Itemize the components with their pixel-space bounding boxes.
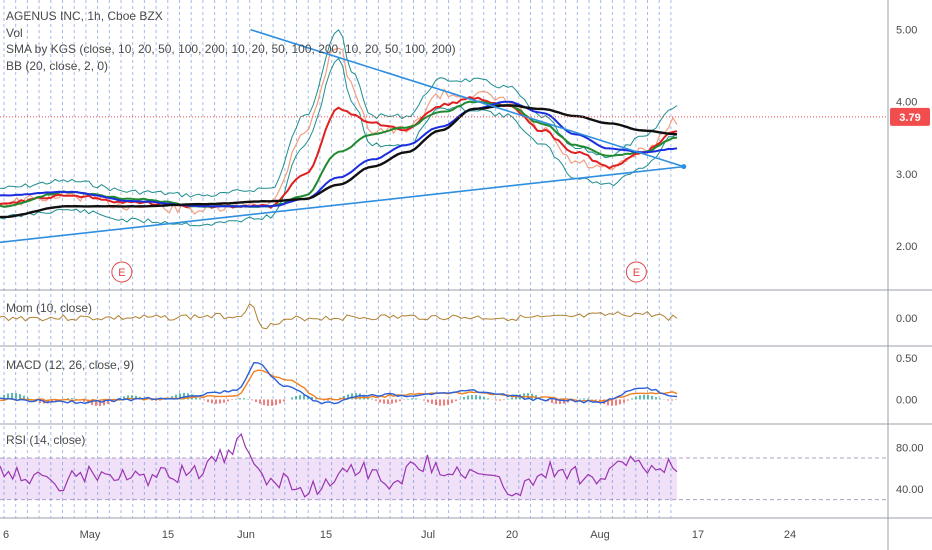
study-vol-label[interactable]: Vol	[6, 25, 23, 40]
current-price-value: 3.79	[899, 112, 920, 124]
mom-legend[interactable]: Mom (10, close)	[6, 300, 92, 317]
x-tick-label: 6	[3, 529, 9, 541]
study-sma-label[interactable]: SMA by KGS (close, 10, 20, 50, 100, 200,…	[6, 42, 456, 56]
rsi-tick-label: 80.00	[896, 443, 924, 455]
trendline	[250, 28, 685, 168]
earnings-marker-icon	[111, 261, 133, 283]
price-line	[0, 47, 678, 215]
x-tick-label: 20	[506, 529, 518, 541]
price-tick-label: 5.00	[896, 25, 917, 37]
x-tick-label: May	[80, 529, 101, 541]
rsi-label: RSI (14, close)	[6, 433, 86, 447]
x-tick-label: 15	[320, 529, 332, 541]
rsi-line	[0, 432, 678, 498]
macd-label: MACD (12, 26, close, 9)	[6, 358, 135, 372]
x-tick-label: Jul	[421, 529, 435, 541]
current-price-badge	[890, 107, 930, 126]
macd-legend[interactable]: MACD (12, 26, close, 9)	[6, 357, 134, 374]
x-tick-label: 24	[784, 529, 796, 541]
trendline-endpoint	[681, 164, 687, 170]
mom-tick-label: 0.00	[896, 313, 917, 325]
earnings-marker-icon	[625, 261, 647, 283]
symbol-title[interactable]: AGENUS INC, 1h, Cboe BZX	[6, 9, 163, 23]
macd-tick-label: 0.50	[896, 353, 917, 365]
sma-20-line	[0, 96, 678, 209]
rsi-legend[interactable]: RSI (14, close)	[6, 432, 85, 449]
study-bb-label[interactable]: BB (20, close, 2, 0)	[6, 58, 109, 73]
x-tick-label: 17	[692, 529, 704, 541]
x-tick-label: 15	[162, 529, 174, 541]
trendline	[0, 165, 684, 244]
bb-lower-line	[0, 57, 678, 227]
macd-tick-label: 0.00	[896, 394, 917, 406]
mom-line	[0, 303, 678, 330]
grid-group	[3, 0, 672, 518]
earnings-marker-label: E	[118, 267, 125, 279]
earnings-marker-label: E	[633, 267, 640, 279]
price-tick-label: 2.00	[896, 241, 917, 253]
axis-labels-group: 3.79 5.00 4.00 3.00 2.00 0.00 0.50 0.00 80.00 40.…	[3, 25, 930, 541]
indicator-series-group	[0, 303, 678, 498]
x-tick-label: Aug	[590, 529, 610, 541]
sma-50-line	[0, 100, 678, 208]
rsi-band	[0, 458, 677, 500]
macd-signal-line	[0, 369, 678, 403]
price-tick-label: 3.00	[896, 169, 917, 181]
main-legend: AGENUS INC, 1h, Cboe BZX Vol SMA by KGS …	[6, 8, 456, 74]
rsi-tick-label: 40.00	[896, 484, 924, 496]
sma-200-line	[0, 104, 678, 219]
price-tick-label: 4.00	[896, 97, 917, 109]
mom-label: Mom (10, close)	[6, 301, 93, 315]
x-tick-label: Jun	[237, 529, 255, 541]
macd-line	[0, 361, 678, 405]
